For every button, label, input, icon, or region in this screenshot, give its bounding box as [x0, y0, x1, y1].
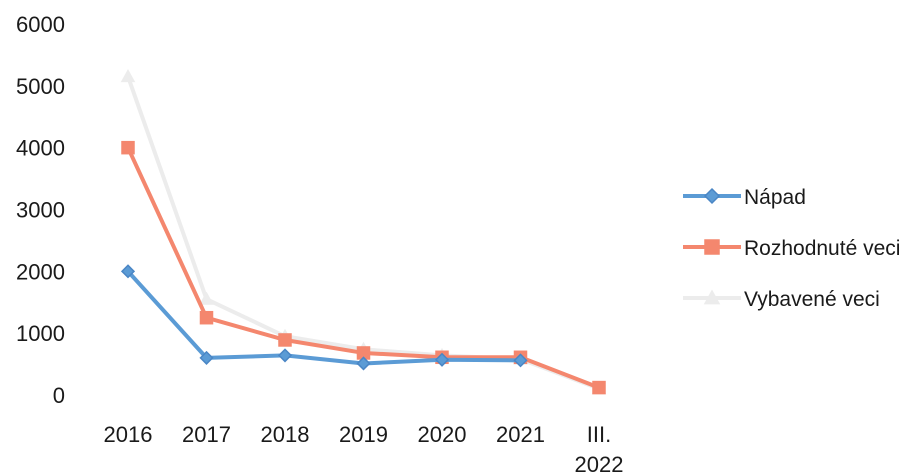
legend: Nápad Rozhodnuté veci Vybavené veci — [683, 186, 900, 311]
data-point — [278, 333, 292, 347]
data-point — [434, 352, 450, 367]
y-tick-label: 4000 — [16, 136, 65, 161]
data-point — [513, 353, 528, 368]
legend-item: Nápad — [683, 186, 806, 209]
data-point — [199, 350, 214, 365]
x-tick-label: 2016 — [104, 422, 153, 447]
x-tick-label: 2021 — [496, 422, 545, 447]
legend-label: Rozhodnuté veci — [744, 237, 900, 260]
x-tick-label: 2017 — [182, 422, 231, 447]
legend-marker — [704, 239, 720, 255]
y-tick-label: 3000 — [16, 198, 65, 223]
legend-label: Nápad — [744, 186, 806, 209]
data-point — [356, 356, 371, 371]
data-point — [199, 291, 214, 305]
x-tick-label: III. 2022 — [575, 422, 624, 472]
y-tick-label: 6000 — [16, 12, 65, 37]
y-tick-label: 0 — [53, 383, 65, 408]
data-point — [277, 348, 293, 363]
data-point — [120, 69, 136, 83]
x-tick-label: 2020 — [418, 422, 467, 447]
y-axis: 0 1000 2000 3000 4000 5000 6000 — [16, 12, 65, 408]
legend-marker — [703, 187, 721, 205]
x-tick-label: 2019 — [339, 422, 388, 447]
legend-item: Vybavené veci — [683, 288, 880, 311]
data-point — [199, 310, 214, 325]
x-axis: 2016 2017 2018 2019 2020 2021 III. 2022 — [104, 422, 624, 472]
y-tick-label: 5000 — [16, 74, 65, 99]
data-point — [120, 264, 136, 279]
data-point — [121, 140, 135, 155]
series-layer — [120, 69, 607, 395]
series-line — [126, 269, 523, 366]
legend-label: Vybavené veci — [744, 288, 880, 311]
y-tick-label: 2000 — [16, 259, 65, 284]
legend-item: Rozhodnuté veci — [683, 237, 900, 260]
data-point — [592, 380, 606, 395]
y-tick-label: 1000 — [16, 321, 65, 346]
legend-marker — [703, 289, 721, 305]
x-tick-label: 2018 — [261, 422, 310, 447]
series-nápad — [120, 264, 528, 371]
